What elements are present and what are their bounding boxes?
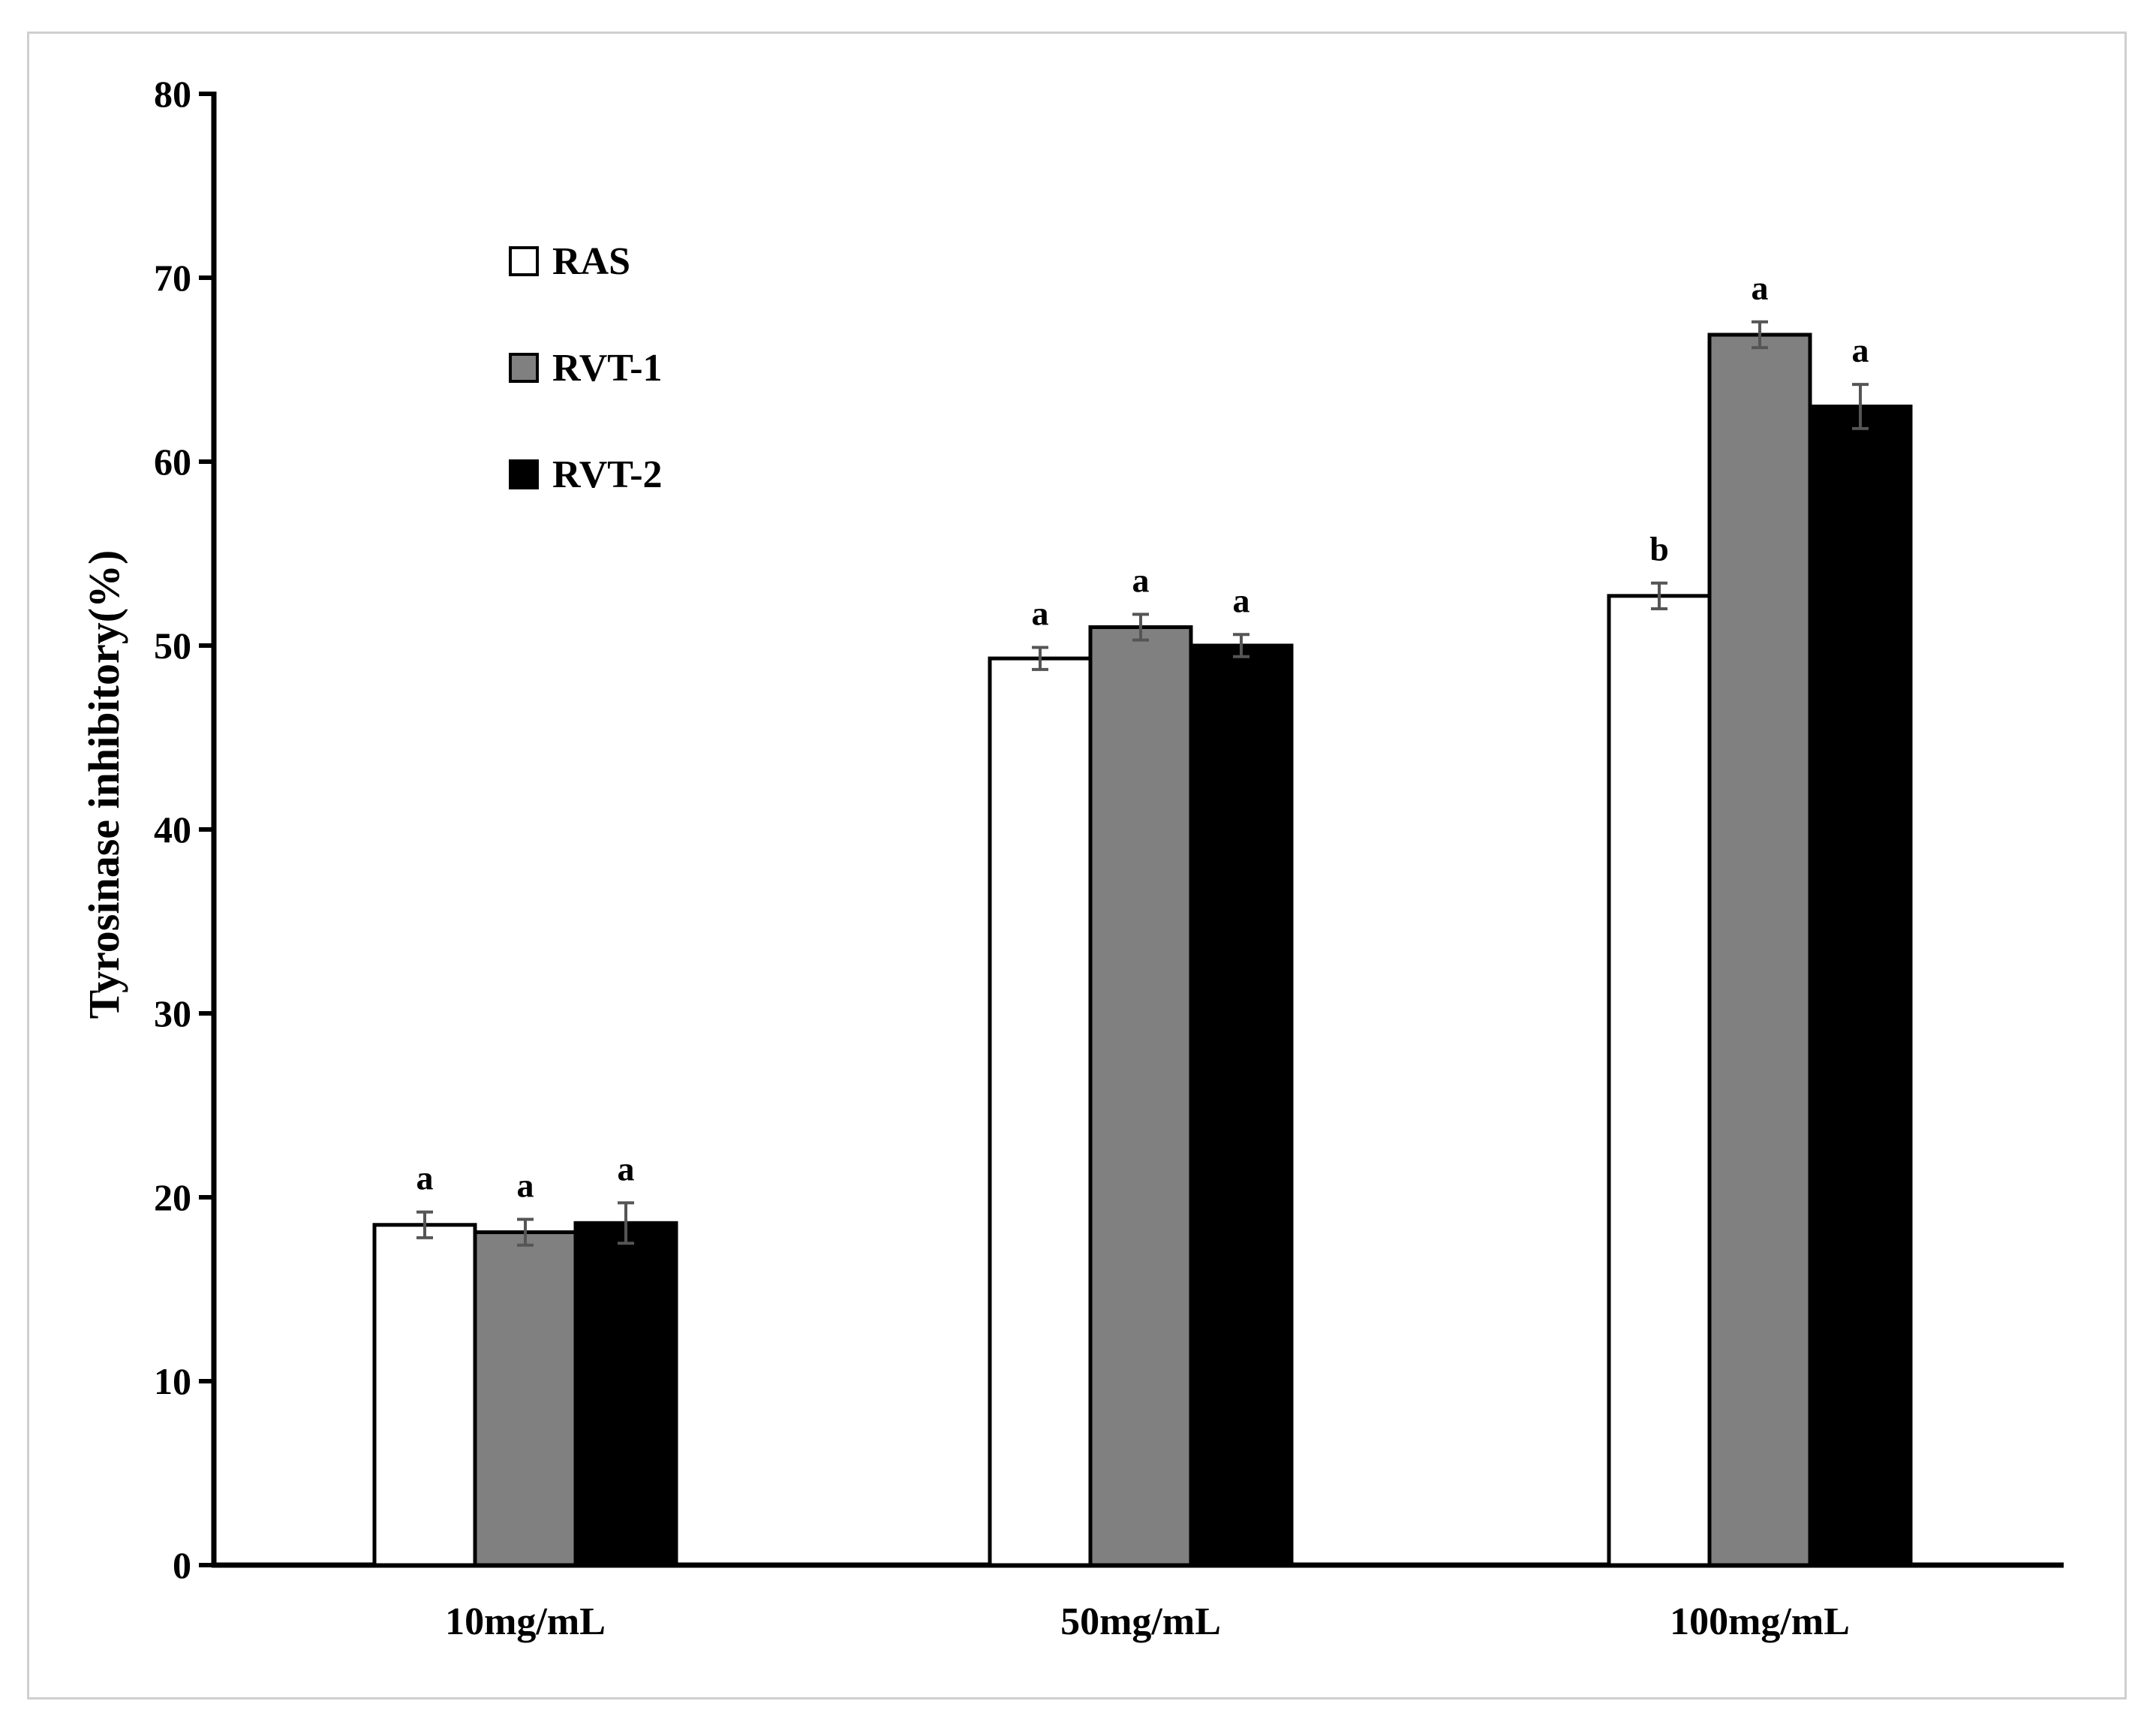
bar bbox=[1607, 594, 1712, 1567]
bar bbox=[1808, 405, 1913, 1567]
y-tick-label: 0 bbox=[173, 1544, 191, 1586]
y-axis-label: Tyrosinase inhibitory(%) bbox=[80, 550, 128, 1019]
significance-letter: a bbox=[1032, 594, 1049, 632]
y-tick-label: 40 bbox=[154, 808, 191, 850]
y-tick-label: 80 bbox=[154, 73, 191, 115]
bar bbox=[573, 1221, 678, 1567]
significance-letter: a bbox=[1233, 581, 1250, 619]
y-tick-label: 50 bbox=[154, 625, 191, 667]
significance-letter: b bbox=[1649, 530, 1669, 568]
legend-label: RVT-1 bbox=[552, 347, 663, 390]
significance-letter: a bbox=[618, 1149, 635, 1188]
legend-label: RVT-2 bbox=[552, 453, 663, 496]
y-tick-label: 20 bbox=[154, 1176, 191, 1218]
significance-letter: a bbox=[416, 1159, 434, 1197]
bar bbox=[1707, 333, 1812, 1567]
significance-letter: a bbox=[517, 1166, 534, 1204]
bar bbox=[1189, 643, 1294, 1567]
significance-letter: a bbox=[1132, 561, 1150, 599]
bars-layer: 10mg/mL a a a 50mg/mL a a a 100mg/mL b a a bbox=[372, 269, 1913, 1643]
y-tick-label: 70 bbox=[154, 257, 191, 299]
bar bbox=[988, 656, 1093, 1567]
y-tick-label: 30 bbox=[154, 992, 191, 1034]
legend-label: RAS bbox=[552, 240, 630, 283]
x-tick-label: 10mg/mL bbox=[445, 1600, 606, 1643]
bar bbox=[473, 1230, 578, 1567]
legend-swatch bbox=[509, 246, 539, 276]
x-tick-label: 50mg/mL bbox=[1060, 1600, 1221, 1643]
y-tick-label: 10 bbox=[154, 1360, 191, 1402]
legend: RAS RVT-1 RVT-2 bbox=[509, 240, 663, 496]
bar bbox=[1088, 625, 1193, 1567]
bar bbox=[372, 1223, 477, 1567]
significance-letter: a bbox=[1852, 331, 1869, 369]
x-tick-label: 100mg/mL bbox=[1670, 1600, 1850, 1643]
legend-swatch bbox=[509, 353, 539, 383]
y-tick-label: 60 bbox=[154, 441, 191, 483]
significance-letter: a bbox=[1752, 269, 1769, 307]
legend-swatch bbox=[509, 459, 539, 489]
